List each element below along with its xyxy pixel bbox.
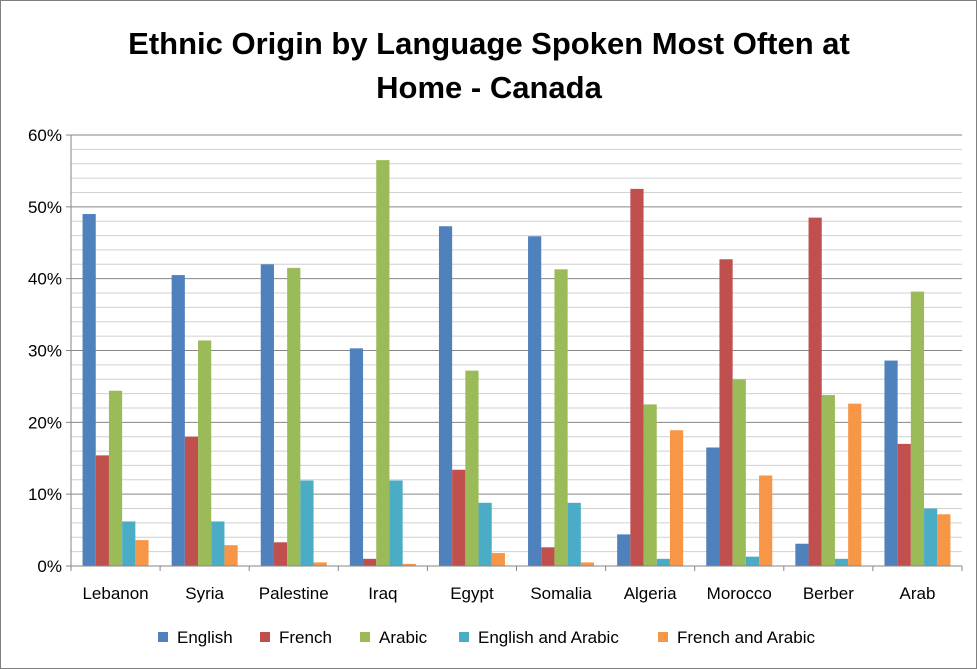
bar-berber-english-and-arabic	[834, 558, 849, 566]
chart-title-line-1: Ethnic Origin by Language Spoken Most Of…	[128, 26, 850, 61]
bar-morocco-french	[719, 259, 733, 566]
bar-somalia-arabic	[554, 269, 568, 566]
bar-morocco-arabic	[732, 379, 746, 566]
legend-swatch	[260, 632, 270, 642]
y-tick-label: 10%	[28, 485, 62, 504]
legend-label: French and Arabic	[677, 628, 815, 647]
bar-lebanon-arabic	[108, 390, 123, 566]
bar-egypt-english-and-arabic	[478, 502, 492, 566]
bar-berber-french-and-arabic	[848, 403, 862, 566]
chart-title-line-2: Home - Canada	[376, 70, 602, 105]
bar-berber-english	[795, 543, 809, 566]
bar-somalia-french-and-arabic	[580, 562, 595, 566]
bar-egypt-french	[452, 469, 466, 566]
legend-label: Arabic	[379, 628, 428, 647]
x-tick-label: Algeria	[624, 584, 677, 603]
legend-swatch	[158, 632, 168, 642]
bar-palestine-english-and-arabic	[300, 480, 314, 566]
y-tick-label: 60%	[28, 126, 62, 145]
legend-swatch	[360, 632, 370, 642]
bar-syria-english-and-arabic	[211, 521, 225, 566]
bar-egypt-english	[438, 226, 453, 567]
bar-egypt-french-and-arabic	[491, 553, 505, 566]
axes: 0% 10% 20% 30% 40% 50% 60% Lebanon Syria Palestin…	[28, 126, 963, 603]
x-tick-label: Arab	[899, 584, 935, 603]
x-tick-label: Somalia	[530, 584, 592, 603]
bar-berber-french	[808, 217, 822, 567]
x-tick-label: Lebanon	[82, 584, 148, 603]
bar-algeria-french-and-arabic	[669, 430, 684, 566]
bar-lebanon-french	[95, 455, 109, 566]
bar-algeria-arabic	[643, 404, 657, 567]
bar-arab-french-and-arabic	[937, 514, 951, 566]
bar-morocco-french-and-arabic	[759, 475, 773, 566]
legend-swatch	[459, 632, 469, 642]
bar-iraq-english-and-arabic	[389, 480, 403, 566]
bar-syria-french-and-arabic	[224, 545, 238, 566]
bar-algeria-english	[617, 534, 631, 566]
legend: English French Arabic English and Arabic Fre…	[158, 628, 815, 647]
legend-swatch	[658, 632, 668, 642]
bar-arab-french	[897, 443, 911, 566]
bars	[82, 160, 951, 567]
y-tick-label: 30%	[28, 342, 62, 361]
bar-somalia-english-and-arabic	[567, 502, 581, 566]
bar-iraq-english	[349, 348, 364, 566]
bar-arab-arabic	[910, 291, 925, 566]
x-tick-label: Palestine	[259, 584, 329, 603]
bar-berber-arabic	[821, 395, 835, 566]
y-tick-label: 40%	[28, 270, 62, 289]
bar-arab-english-and-arabic	[924, 508, 938, 566]
bar-iraq-french	[363, 558, 377, 566]
bar-algeria-french	[630, 188, 644, 567]
y-tick-label: 0%	[37, 557, 62, 576]
legend-label: English and Arabic	[478, 628, 619, 647]
bar-lebanon-english	[82, 214, 96, 566]
bar-morocco-english-and-arabic	[745, 556, 760, 566]
bar-palestine-arabic	[287, 267, 301, 566]
x-tick-label: Berber	[803, 584, 854, 603]
bar-syria-arabic	[198, 340, 212, 566]
bar-somalia-english	[528, 236, 542, 566]
bar-syria-english	[171, 275, 185, 566]
bar-palestine-french	[273, 542, 288, 566]
bar-arab-english	[884, 360, 898, 566]
bar-lebanon-french-and-arabic	[135, 540, 149, 566]
y-tick-label: 20%	[28, 413, 62, 432]
bar-algeria-english-and-arabic	[656, 558, 670, 566]
bar-iraq-arabic	[376, 160, 390, 566]
bar-syria-french	[184, 436, 199, 566]
bar-morocco-english	[706, 447, 720, 566]
legend-label: English	[177, 628, 233, 647]
x-tick-label: Morocco	[707, 584, 772, 603]
bar-egypt-arabic	[465, 370, 479, 566]
x-tick-label: Egypt	[450, 584, 494, 603]
bar-palestine-french-and-arabic	[313, 562, 327, 566]
legend-label: French	[279, 628, 332, 647]
bar-palestine-english	[260, 264, 274, 566]
bar-somalia-french	[541, 547, 555, 566]
x-tick-label: Iraq	[368, 584, 397, 603]
y-tick-label: 50%	[28, 198, 62, 217]
bar-lebanon-english-and-arabic	[122, 521, 136, 566]
x-tick-label: Syria	[185, 584, 224, 603]
bar-iraq-french-and-arabic	[402, 563, 416, 566]
